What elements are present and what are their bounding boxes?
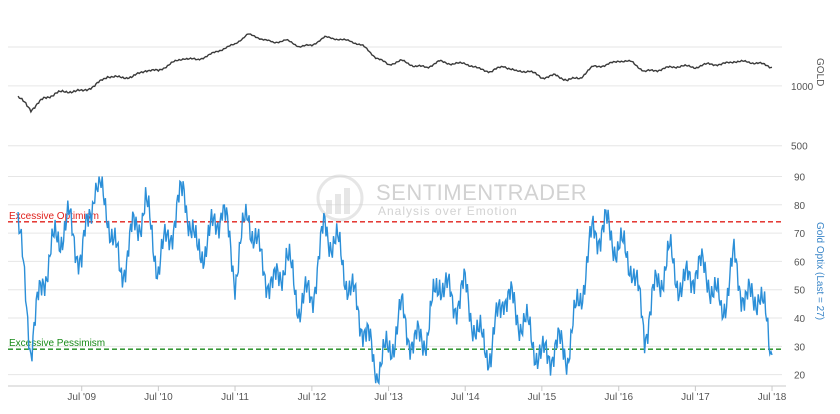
x-tick-label: Jul '14 — [451, 392, 480, 403]
excessive-optimism-label: Excessive Optimism — [9, 211, 99, 222]
bottom-y-tick-label: 30 — [794, 342, 806, 353]
x-tick-label: Jul '09 — [67, 392, 96, 403]
top-y-axis-label: GOLD — [814, 58, 825, 86]
top-y-tick-label: 1000 — [791, 82, 814, 93]
top-y-tick-label: 500 — [791, 142, 808, 153]
x-tick-label: Jul '11 — [221, 392, 249, 403]
x-tick-label: Jul '16 — [604, 392, 633, 403]
excessive-pessimism-label: Excessive Pessimism — [9, 338, 105, 349]
x-tick-label: Jul '10 — [144, 392, 173, 403]
bottom-y-axis-label: Gold Optix (Last = 27) — [814, 222, 825, 320]
watermark-tagline: Analysis over Emotion — [378, 204, 518, 218]
x-tick-label: Jul '18 — [758, 392, 787, 403]
gold-price-line — [17, 33, 773, 114]
reference-lines: Excessive Optimism Excessive Pessimism — [8, 211, 782, 350]
x-tick-label: Jul '13 — [374, 392, 403, 403]
gold-optix-line — [17, 176, 773, 386]
bottom-y-tick-label: 40 — [794, 314, 806, 325]
series-lines — [17, 33, 773, 386]
watermark-logo-icon — [316, 174, 364, 222]
bottom-y-tick-label: 90 — [794, 172, 806, 183]
bottom-y-tick-label: 60 — [794, 257, 806, 268]
watermark: SENTIMENTRADER Analysis over Emotion — [316, 174, 587, 222]
bottom-y-tick-label: 70 — [794, 229, 806, 240]
bottom-y-tick-label: 20 — [794, 371, 806, 382]
bottom-y-tick-label: 50 — [794, 286, 806, 297]
bottom-y-tick-label: 80 — [794, 201, 806, 212]
x-tick-label: Jul '12 — [298, 392, 327, 403]
axes: 1000 500 GOLD 20 30 40 50 60 70 80 90 Gold Optix (L… — [8, 58, 825, 403]
x-tick-label: Jul '15 — [528, 392, 557, 403]
x-tick-label: Jul '17 — [681, 392, 710, 403]
watermark-brand: SENTIMENTRADER — [376, 180, 587, 205]
